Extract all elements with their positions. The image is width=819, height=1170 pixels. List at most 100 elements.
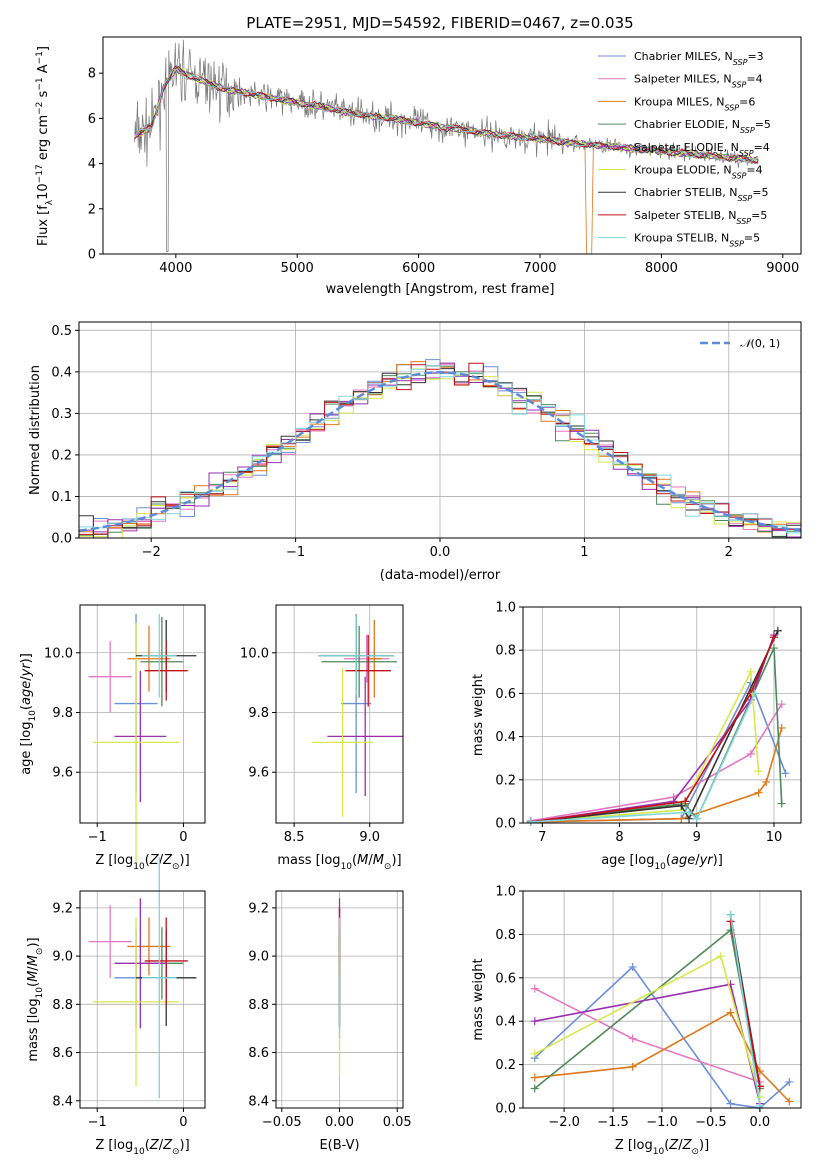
age-vs-Z-xlabel: Z [log10(Z/Z⊙)] bbox=[95, 853, 189, 872]
y-tick-label: 8 bbox=[88, 67, 96, 82]
legend-label: Chabrier ELODIE, NSSP=5 bbox=[634, 118, 771, 135]
y-tick-label: 0.1 bbox=[51, 490, 72, 505]
y-tick-label: 0.2 bbox=[51, 448, 72, 463]
y-tick-label: 1.0 bbox=[495, 601, 516, 616]
y-tick-label: 9.6 bbox=[248, 766, 269, 781]
weight-point-marker bbox=[777, 723, 786, 732]
weight-point-marker bbox=[681, 797, 690, 806]
weight-point-marker bbox=[530, 1073, 539, 1082]
spectrum-model-line bbox=[134, 65, 759, 165]
weight-point-marker bbox=[677, 814, 686, 823]
weight-point-marker bbox=[726, 1099, 735, 1108]
y-tick-label: 0.2 bbox=[495, 1058, 516, 1073]
axes-frame bbox=[79, 890, 206, 1109]
x-tick-label: 9 bbox=[693, 830, 701, 845]
weight-series-line bbox=[530, 668, 760, 823]
weight-point-marker bbox=[526, 817, 535, 826]
y-tick-label: 4 bbox=[88, 157, 96, 172]
y-tick-label: 1.0 bbox=[495, 885, 516, 900]
x-tick-label: −2 bbox=[142, 545, 161, 560]
x-tick-label: 0 bbox=[179, 830, 187, 845]
weight-point-marker bbox=[677, 801, 686, 810]
panel-mass-vs-Z: −1 0 8.4 8.6 8.8 9.0 9.2 Z [log10(Z/Z⊙)] mass [l… bbox=[26, 857, 206, 1157]
y-tick-label: 10.0 bbox=[240, 646, 269, 661]
weight-series-line bbox=[530, 693, 756, 823]
y-tick-label: 9.2 bbox=[248, 901, 269, 916]
x-tick-label: −1 bbox=[286, 545, 305, 560]
axes-frame bbox=[79, 604, 206, 824]
y-tick-label: 9.0 bbox=[52, 950, 73, 965]
y-tick-label: 0.5 bbox=[51, 324, 72, 339]
y-tick-label: 0.0 bbox=[495, 817, 516, 832]
weight-point-marker bbox=[754, 767, 763, 776]
weight-point-marker bbox=[773, 626, 782, 635]
spectrum-ylabel: Flux [fλ10−17 erg cm−2 s−1 A−1] bbox=[35, 46, 55, 246]
y-tick-label: 0 bbox=[88, 248, 96, 263]
x-tick-label: 0.0 bbox=[750, 1115, 771, 1130]
y-tick-label: 9.2 bbox=[52, 901, 73, 916]
y-tick-label: 9.8 bbox=[248, 706, 269, 721]
panel-massweight-vs-age: 7 8 9 10 0.0 0.2 0.4 0.6 0.8 1.0 age [log10(age/yr… bbox=[471, 601, 802, 872]
weight-point-marker bbox=[769, 633, 778, 642]
spectrum-xlabel: wavelength [Angstrom, rest frame] bbox=[326, 282, 555, 297]
x-tick-label: 0.0 bbox=[430, 545, 451, 560]
massweight-vs-age-ylabel: mass weight bbox=[471, 674, 486, 756]
weight-point-marker bbox=[746, 749, 755, 758]
weight-point-marker bbox=[754, 788, 763, 797]
y-tick-label: 8.6 bbox=[52, 1046, 73, 1061]
x-tick-label: 9000 bbox=[766, 261, 799, 276]
weight-point-marker bbox=[530, 1017, 539, 1026]
x-tick-label: 8000 bbox=[645, 261, 678, 276]
weight-point-marker bbox=[628, 962, 637, 971]
weight-point-marker bbox=[785, 1097, 794, 1106]
x-tick-label: −1 bbox=[88, 1115, 107, 1130]
x-tick-label: 0 bbox=[179, 1115, 187, 1130]
legend-label: 𝒩(0, 1) bbox=[740, 337, 780, 350]
x-tick-label: 8.5 bbox=[284, 830, 305, 845]
weight-point-marker bbox=[726, 1008, 735, 1017]
weight-series-line bbox=[530, 636, 775, 823]
x-tick-label: −2.0 bbox=[548, 1115, 580, 1130]
y-tick-label: 8.4 bbox=[248, 1094, 269, 1109]
weight-point-marker bbox=[530, 1049, 539, 1058]
x-tick-label: 8 bbox=[615, 830, 623, 845]
legend-label: Kroupa STELIB, NSSP=5 bbox=[634, 232, 760, 249]
panel-age-vs-Z: −1 0 9.6 9.8 10.0 Z [log10(Z/Z⊙)] age [log10(a… bbox=[19, 604, 206, 872]
panel-mass-vs-EBV: −0.05 0.00 0.05 8.4 8.6 8.8 9.0 9.2 E(B-V) bbox=[248, 890, 412, 1153]
y-tick-label: 0.8 bbox=[495, 928, 516, 943]
massweight-vs-Z-ylabel: mass weight bbox=[471, 958, 486, 1040]
y-tick-label: 9.0 bbox=[248, 950, 269, 965]
x-tick-label: 6000 bbox=[402, 261, 435, 276]
weight-point-marker bbox=[628, 1062, 637, 1071]
y-tick-label: 0.0 bbox=[51, 532, 72, 547]
axes-frame bbox=[102, 36, 802, 255]
legend-label: Kroupa MILES, NSSP=6 bbox=[634, 95, 755, 112]
weight-point-marker bbox=[769, 644, 778, 653]
figure-title: PLATE=2951, MJD=54592, FIBERID=0467, z=0… bbox=[246, 14, 633, 32]
x-tick-label: 0.05 bbox=[383, 1115, 412, 1130]
x-tick-label: −0.05 bbox=[262, 1115, 302, 1130]
y-tick-label: 9.6 bbox=[52, 766, 73, 781]
y-tick-label: 0.4 bbox=[51, 365, 72, 380]
y-tick-label: 8.8 bbox=[248, 998, 269, 1013]
age-vs-mass-xlabel: mass [log10(M/M⊙)] bbox=[277, 853, 401, 872]
panel-residual-hist: −2 −1 0.0 1 2 0.0 0.1 0.2 0.3 0.4 0.5 (data-model)/… bbox=[28, 321, 802, 583]
mass-vs-Z-ylabel: mass [log10(M/M⊙)] bbox=[26, 937, 45, 1061]
y-tick-label: 8.6 bbox=[248, 1046, 269, 1061]
age-vs-Z-ylabel: age [log10(age/yr)] bbox=[19, 653, 38, 775]
weight-point-marker bbox=[777, 799, 786, 808]
hist-xlabel: (data-model)/error bbox=[380, 568, 501, 583]
x-tick-label: 1 bbox=[580, 545, 588, 560]
weight-point-marker bbox=[628, 1034, 637, 1043]
weight-point-marker bbox=[726, 910, 735, 919]
weight-point-marker bbox=[762, 777, 771, 786]
panel-spectrum: 4000 5000 6000 7000 8000 9000 0 2 4 6 8 wavelength … bbox=[35, 36, 802, 297]
y-tick-label: 0.0 bbox=[495, 1102, 516, 1117]
y-tick-label: 10.0 bbox=[44, 646, 73, 661]
weight-point-marker bbox=[755, 1093, 764, 1102]
massweight-vs-age-xlabel: age [log10(age/yr)] bbox=[601, 853, 723, 872]
weight-point-marker bbox=[777, 700, 786, 709]
spectrum-model-line bbox=[134, 66, 759, 163]
legend-label: Salpeter ELODIE, NSSP=4 bbox=[634, 141, 770, 158]
